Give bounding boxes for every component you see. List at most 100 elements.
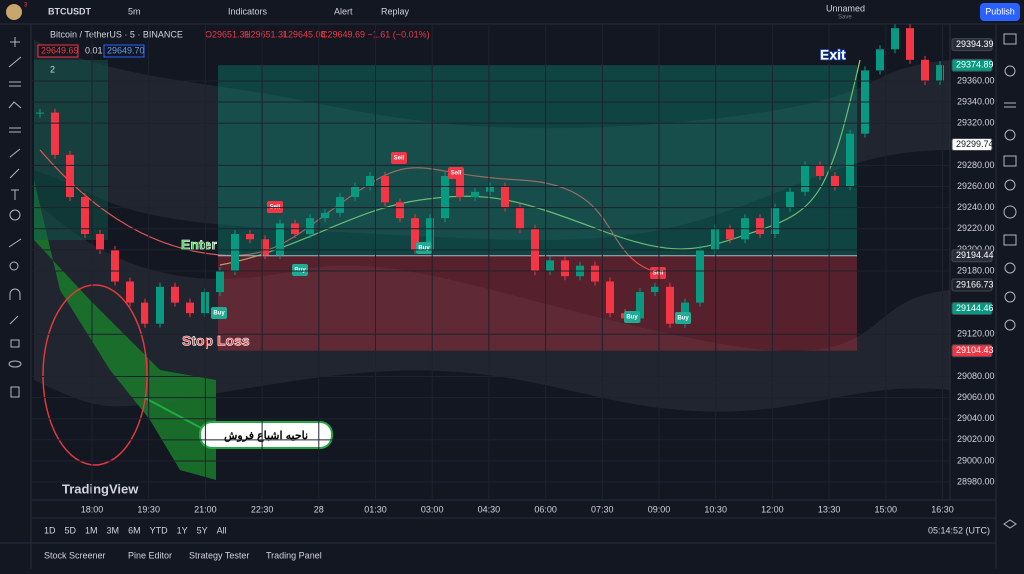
candle-body — [771, 207, 779, 234]
x-tick-label: 07:30 — [591, 504, 614, 514]
panel-tab[interactable]: Pine Editor — [128, 550, 172, 560]
candle-body — [756, 218, 764, 234]
range-button[interactable]: 6M — [128, 525, 141, 535]
price-badge — [951, 138, 993, 152]
signal-label: Buy — [677, 316, 689, 322]
trend-highlight — [34, 60, 108, 240]
candle-body — [471, 191, 479, 198]
signal-label: Buy — [418, 246, 430, 252]
range-button[interactable]: 5Y — [197, 525, 208, 535]
watermark: TradingView — [62, 481, 139, 496]
channel-band — [34, 40, 950, 240]
symbol-button[interactable]: BTCUSDT — [48, 6, 91, 16]
legend-high: H29651.31 — [244, 29, 288, 39]
candle-body — [786, 191, 794, 208]
signal-label: Sell — [451, 171, 462, 177]
y-tick-label: 29340.00 — [957, 96, 995, 106]
supertrend-line — [39, 149, 651, 271]
y-tick-label: 29220.00 — [957, 223, 995, 233]
x-tick-label: 03:00 — [421, 504, 444, 514]
price-badge — [951, 344, 993, 358]
price-badge-label: 29299.74 — [956, 139, 994, 149]
layout-name[interactable]: Unnamed — [826, 3, 865, 13]
interval-button[interactable]: 5m — [128, 6, 141, 16]
range-button[interactable]: 1Y — [177, 525, 188, 535]
publish-button[interactable] — [980, 3, 1020, 21]
x-tick-label: 21:00 — [194, 504, 217, 514]
signal-badge — [675, 312, 691, 324]
y-tick-label: 29260.00 — [957, 181, 995, 191]
x-tick-label: 18:00 — [81, 504, 104, 514]
candle-body — [336, 197, 344, 213]
channel-band — [34, 200, 950, 412]
supertrend-line — [219, 59, 861, 266]
drawing-tools[interactable] — [8, 33, 1017, 529]
x-tick-label: 28 — [314, 504, 324, 514]
candle-body — [66, 154, 74, 198]
panel-tab[interactable]: Stock Screener — [44, 550, 106, 560]
price-badge — [951, 38, 993, 52]
y-tick-label: 29020.00 — [957, 434, 995, 444]
clock: 05:14:52 (UTC) — [928, 525, 990, 535]
y-tick-label: 29120.00 — [957, 329, 995, 339]
signal-label: Buy — [626, 315, 638, 321]
x-tick-label: 19:30 — [137, 504, 160, 514]
legend-low: L29645.08 — [283, 29, 326, 39]
highlight-ellipse — [42, 284, 148, 466]
profit-zone — [218, 65, 857, 256]
y-tick-label: 29360.00 — [957, 75, 995, 85]
plot-area — [34, 40, 950, 480]
candle-body — [501, 186, 509, 208]
alert-button[interactable]: Alert — [334, 6, 353, 16]
candle-body — [81, 197, 89, 234]
signal-badge — [267, 201, 283, 213]
candle-body — [876, 49, 884, 71]
candle-body — [126, 281, 134, 303]
avatar[interactable] — [6, 4, 22, 20]
candle-body — [411, 218, 419, 250]
top-bar — [0, 0, 1024, 24]
candle-body — [591, 265, 599, 282]
range-button[interactable]: 1D — [44, 525, 56, 535]
spread: 0.01 — [85, 45, 103, 55]
x-tick-label: 04:30 — [478, 504, 501, 514]
candle-body — [141, 302, 149, 324]
price-badge-label: 29104.43 — [956, 345, 994, 355]
notification-badge: 3 — [24, 3, 28, 9]
indicator-count[interactable]: 2 — [50, 64, 55, 74]
price-badge-label: 29394.39 — [956, 39, 994, 49]
stop-loss-label: Stop Loss — [182, 333, 250, 349]
bid-box[interactable] — [37, 44, 79, 58]
candle-body — [516, 207, 524, 229]
candle-body — [696, 249, 704, 303]
range-button[interactable]: 1M — [85, 525, 98, 535]
x-tick-label: 06:00 — [534, 504, 557, 514]
ask-price: 29649.70 — [107, 45, 145, 55]
candle-body — [921, 59, 929, 81]
range-button[interactable]: YTD — [150, 525, 169, 535]
legend-symbol: Bitcoin / TetherUS · 5 · BINANCE — [50, 29, 183, 39]
y-tick-label: 28980.00 — [957, 476, 995, 486]
price-badge-label: 29144.46 — [956, 303, 994, 313]
candle-body — [36, 112, 44, 114]
candle-body — [636, 292, 644, 319]
candle-body — [561, 260, 569, 277]
publish-label: Publish — [985, 6, 1015, 16]
range-button[interactable]: All — [217, 525, 227, 535]
panel-tab[interactable]: Strategy Tester — [189, 550, 249, 560]
range-button[interactable]: 5D — [65, 525, 77, 535]
candle-body — [816, 165, 824, 176]
signal-badge — [448, 167, 464, 179]
range-button[interactable]: 3M — [107, 525, 120, 535]
panel-tab[interactable]: Trading Panel — [266, 550, 322, 560]
enter-label: Enter — [181, 237, 217, 253]
candle-body — [111, 249, 119, 282]
replay-button[interactable]: Replay — [381, 6, 410, 16]
price-badge-label: 29194.44 — [956, 250, 994, 260]
ask-box[interactable] — [103, 44, 145, 58]
candle-body — [156, 286, 164, 324]
x-tick-label: 15:00 — [875, 504, 898, 514]
indicators-button[interactable]: Indicators — [228, 6, 268, 16]
price-badge — [951, 58, 993, 72]
candle-body — [276, 223, 284, 256]
